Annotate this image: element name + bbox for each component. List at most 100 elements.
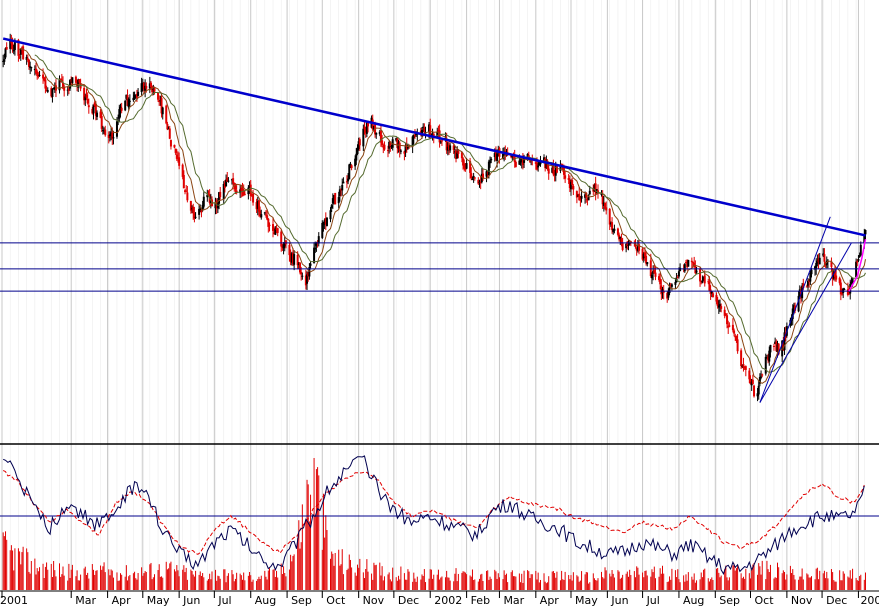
channel-line-lower (759, 216, 831, 403)
candle-body (107, 134, 110, 138)
candle-body (634, 243, 637, 248)
candle-body (225, 179, 228, 187)
candle-body (731, 324, 734, 331)
candle-body (436, 131, 439, 137)
candle-body (125, 94, 128, 99)
candle-body (222, 183, 225, 199)
candle-body (519, 161, 522, 163)
x-axis-tick-label: Sep (719, 594, 740, 607)
candle-body (720, 306, 723, 309)
candle-body (334, 192, 337, 205)
candle-body (214, 202, 217, 209)
candle-body (650, 274, 653, 279)
candle-body (264, 214, 267, 216)
oscillator-main-line (3, 455, 865, 575)
candle-body (446, 146, 449, 151)
candle-body (315, 242, 318, 246)
candle-body (333, 195, 336, 199)
x-axis-tick-label: Dec (826, 594, 847, 607)
candle-body (756, 393, 759, 397)
candle-body (726, 315, 729, 325)
candle-body (736, 339, 739, 352)
candle-body (77, 79, 80, 88)
candle-body (814, 266, 817, 270)
candle-body (723, 309, 726, 316)
candle-body (403, 151, 406, 154)
candle-body (709, 289, 712, 294)
candle-body (53, 86, 56, 90)
candle-body (769, 344, 772, 353)
candle-body (371, 119, 374, 130)
descending-trendline (2, 37, 866, 237)
candle-body (421, 129, 424, 136)
candle-body (266, 215, 269, 220)
candle-body (562, 167, 565, 175)
candle-body (235, 190, 238, 193)
candle-body (86, 98, 89, 104)
candle-body (684, 261, 687, 263)
candle-body (91, 108, 94, 114)
candle-body (316, 241, 319, 243)
candle-body (626, 241, 629, 247)
candle-body (419, 130, 422, 134)
candle-body (863, 234, 866, 243)
candle-body (463, 163, 466, 169)
candle-body (457, 151, 460, 154)
candle-body (186, 192, 189, 201)
candle-body (323, 219, 326, 224)
x-axis-tick-label: Jul (217, 594, 231, 607)
candle-body (526, 153, 529, 157)
candle-body (5, 46, 8, 50)
candle-body (455, 150, 458, 160)
candle-body (452, 145, 455, 150)
candle-body (342, 181, 345, 184)
candle-body (619, 236, 622, 239)
candle-body (692, 261, 695, 263)
candle-body (280, 231, 283, 247)
candle-body (857, 258, 860, 261)
candle-body (717, 305, 720, 308)
candle-body (636, 246, 639, 251)
moving-average-long-line (34, 54, 866, 373)
candle-body (794, 305, 797, 311)
candle-body (137, 91, 140, 96)
x-axis-tick-label: Apr (540, 594, 560, 607)
candle-body (12, 50, 15, 52)
candle-body (496, 153, 499, 161)
candle-body (470, 173, 473, 179)
candle-body (816, 260, 819, 264)
candle-body (240, 187, 243, 191)
candle-body (321, 222, 324, 238)
candle-body (703, 275, 706, 284)
candle-body (440, 140, 443, 142)
candle-body (487, 161, 490, 176)
candle-body (613, 228, 616, 231)
candle-body (611, 222, 614, 231)
candle-body (806, 280, 809, 286)
candle-body (447, 144, 450, 150)
candle-body (192, 206, 195, 214)
candle-body (272, 224, 275, 231)
candle-body (124, 100, 127, 111)
candle-body (216, 203, 219, 209)
candle-body (627, 244, 630, 246)
candle-body (94, 104, 97, 116)
candle-body (642, 254, 645, 259)
candle-body (219, 191, 222, 198)
candle-body (742, 364, 745, 368)
candle-body (399, 150, 402, 152)
candle-body (18, 56, 21, 58)
candle-body (230, 179, 233, 181)
candle-body (37, 74, 40, 77)
candle-body (404, 145, 407, 152)
candle-body (283, 242, 286, 247)
price-panel (0, 33, 879, 403)
candle-body (313, 247, 316, 264)
candle-body (449, 145, 452, 151)
candle-body (575, 191, 578, 198)
candle-body (185, 190, 188, 192)
candle-body (308, 266, 311, 277)
candle-body (580, 195, 583, 199)
x-axis-tick-label: Aug (255, 594, 276, 607)
candle-body (831, 268, 834, 280)
